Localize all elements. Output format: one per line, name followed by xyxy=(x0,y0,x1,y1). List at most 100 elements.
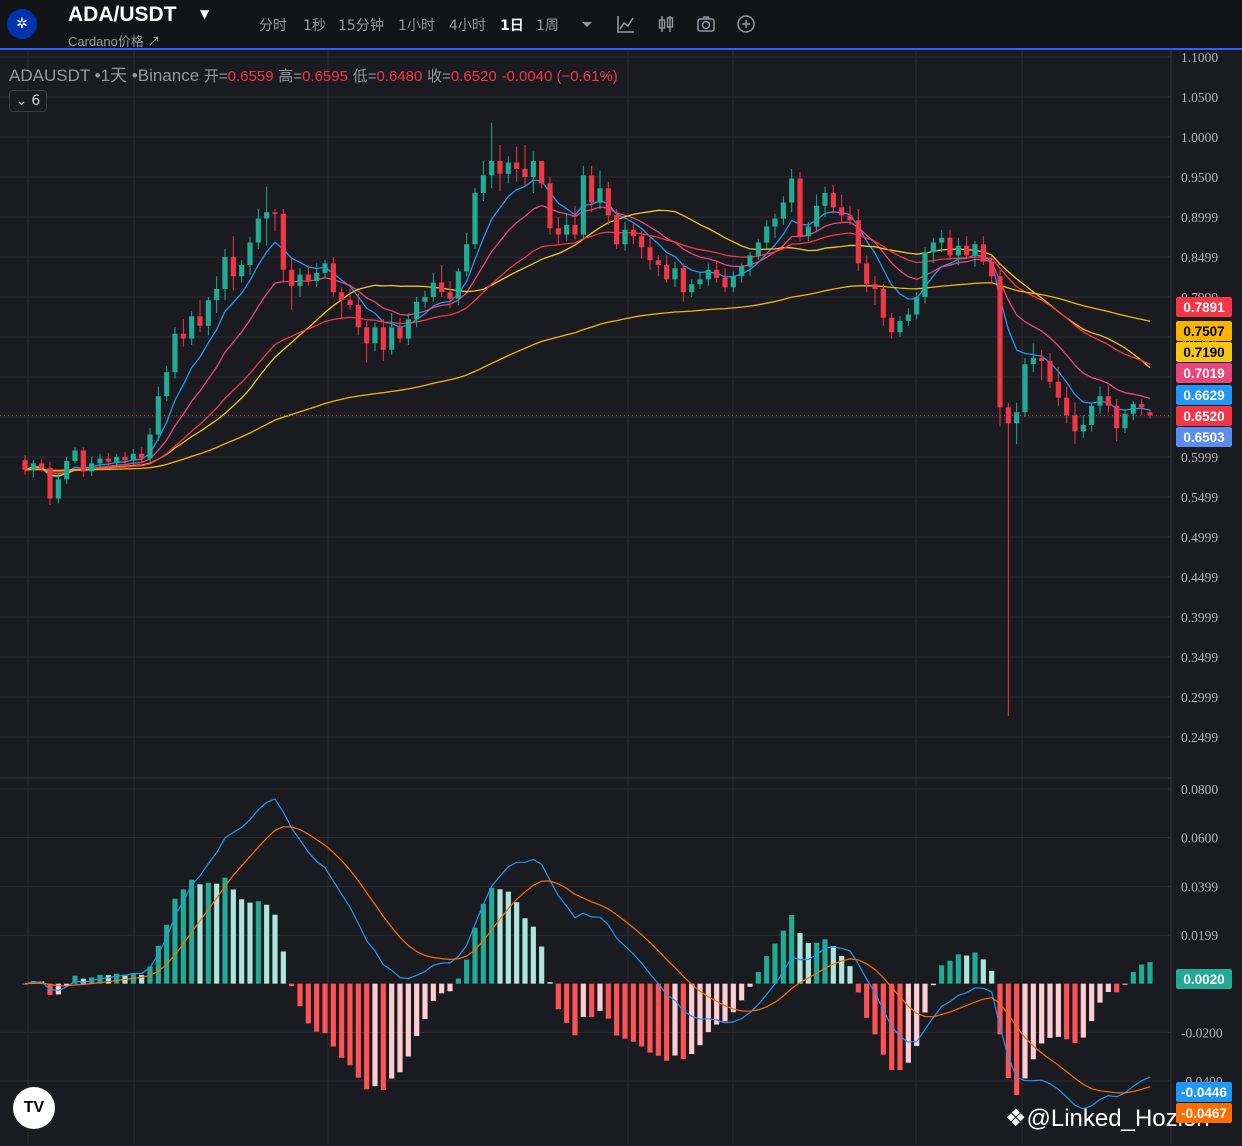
macd-tag: -0.0467 xyxy=(1176,1103,1232,1123)
indicator-icon[interactable] xyxy=(615,13,637,35)
macd-histogram-bar xyxy=(1072,983,1078,1043)
macd-histogram-bar xyxy=(222,877,228,984)
candle-body xyxy=(422,296,428,302)
legend-close-label: 收= xyxy=(427,68,451,85)
ohlc-legend: ADAUSDT •1天 •Binance 开=0.6559 高=0.6595 低… xyxy=(9,61,618,86)
macd-histogram-bar xyxy=(305,983,311,1024)
price-tick-label: 0.3499 xyxy=(1181,650,1218,665)
legend-low: 0.6480 xyxy=(376,68,423,85)
timeframe-1d[interactable]: 1日 xyxy=(500,18,524,34)
tradingview-logo[interactable]: TV xyxy=(13,1087,55,1129)
macd-histogram-bar xyxy=(789,914,795,984)
candle-body xyxy=(255,218,261,243)
legend-high: 0.6595 xyxy=(302,68,348,85)
macd-line xyxy=(24,798,1151,1110)
macd-histogram-bar xyxy=(472,927,478,984)
macd-histogram-bar xyxy=(1114,983,1120,993)
price-tick-label: 0.2499 xyxy=(1181,730,1218,745)
candle-body xyxy=(805,226,811,237)
cardano-logo-icon: ✲ xyxy=(7,9,37,39)
candle-body xyxy=(564,224,570,235)
candle-body xyxy=(880,288,886,318)
candle-body xyxy=(947,237,953,256)
timeframe-1h[interactable]: 1小时 xyxy=(398,18,435,34)
candle-body xyxy=(855,220,861,264)
macd-histogram-bar xyxy=(1097,983,1103,1003)
camera-icon[interactable] xyxy=(695,13,717,35)
indicators-collapse-button[interactable]: ⌄ 6 xyxy=(9,90,47,112)
macd-histogram-bar xyxy=(197,884,203,984)
macd-histogram-bar xyxy=(455,978,461,984)
price-tick-label: 1.0000 xyxy=(1181,130,1218,145)
timeframe-tick[interactable]: 分时 xyxy=(259,18,287,34)
candle-body xyxy=(697,279,703,285)
price-tag: 0.6503 xyxy=(1176,427,1232,447)
candle-body xyxy=(822,192,828,206)
candle-body xyxy=(505,162,511,174)
candle-body xyxy=(172,333,178,373)
price-tag: 0.6629 xyxy=(1176,385,1232,405)
macd-histogram-bar xyxy=(1005,983,1011,1079)
macd-histogram-bar xyxy=(380,983,386,1090)
price-chart[interactable]: 1.10001.05001.00000.95000.89990.84990.79… xyxy=(0,50,1242,1146)
macd-histogram-bar xyxy=(480,903,486,984)
symbol-dropdown-caret-icon[interactable]: ▼ xyxy=(200,7,210,21)
moving-average-line xyxy=(24,204,1151,475)
price-tick-label: 0.8999 xyxy=(1181,210,1218,225)
candle-body xyxy=(714,269,720,278)
top-toolbar: ✲ ADA/USDT ▼ Cardano价格 ↗ 分时 1秒 15分钟 1小时 … xyxy=(0,0,1242,50)
legend-change: -0.0040 (−0.61%) xyxy=(501,68,618,85)
macd-histogram-bar xyxy=(972,952,978,984)
macd-histogram-bar xyxy=(555,983,561,1010)
macd-histogram-bar xyxy=(1047,983,1053,1038)
macd-histogram-bar xyxy=(172,898,178,984)
macd-histogram-bar xyxy=(664,983,670,1061)
more-timeframes-caret-icon[interactable] xyxy=(576,13,598,35)
candle-body xyxy=(980,244,986,262)
macd-histogram-bar xyxy=(489,887,495,984)
candle-body xyxy=(330,263,336,293)
symbol-subtitle-link[interactable]: Cardano价格 ↗ xyxy=(68,34,161,49)
price-tick-label: 0.4999 xyxy=(1181,530,1218,545)
macd-histogram-bar xyxy=(897,983,903,1071)
candle-body xyxy=(305,274,311,281)
candle-body xyxy=(372,327,378,344)
candle-body xyxy=(780,202,786,219)
candle-body xyxy=(889,317,895,333)
candle-body xyxy=(297,274,303,286)
timeframe-4h[interactable]: 4小时 xyxy=(449,18,486,34)
macd-histogram-bar xyxy=(1022,983,1028,1079)
legend-low-label: 低= xyxy=(352,68,377,85)
macd-histogram-bar xyxy=(814,942,820,984)
macd-histogram-bar xyxy=(822,939,828,984)
candle-body xyxy=(747,255,753,267)
timeframe-15m[interactable]: 15分钟 xyxy=(338,18,384,34)
macd-histogram-bar xyxy=(397,983,403,1073)
macd-histogram-bar xyxy=(922,983,928,1013)
macd-histogram-bar xyxy=(55,983,61,995)
macd-histogram-bar xyxy=(330,983,336,1047)
candle-body xyxy=(1147,412,1153,416)
macd-histogram-bar xyxy=(930,983,936,986)
timeframe-1w[interactable]: 1周 xyxy=(536,18,559,34)
symbol-title[interactable]: ADA/USDT xyxy=(68,3,177,26)
price-tag: 0.7019 xyxy=(1176,363,1232,383)
candle-body xyxy=(30,463,36,470)
candle-style-icon[interactable] xyxy=(655,13,677,35)
macd-histogram-bar xyxy=(530,926,536,984)
candle-body xyxy=(630,229,636,237)
candle-body xyxy=(55,479,61,499)
price-tick-label: 1.0500 xyxy=(1181,90,1218,105)
add-icon[interactable] xyxy=(735,13,757,35)
candle-body xyxy=(514,162,520,169)
macd-histogram-bar xyxy=(364,983,370,1090)
indicator-count: 6 xyxy=(31,93,41,109)
macd-histogram-bar xyxy=(322,983,328,1034)
candle-body xyxy=(872,284,878,289)
candle-body xyxy=(189,316,195,339)
timeframe-1s[interactable]: 1秒 xyxy=(303,18,326,34)
macd-histogram-bar xyxy=(247,902,253,984)
candle-body xyxy=(864,263,870,285)
macd-tick-label: -0.0200 xyxy=(1181,1025,1223,1040)
candle-body xyxy=(522,168,528,177)
